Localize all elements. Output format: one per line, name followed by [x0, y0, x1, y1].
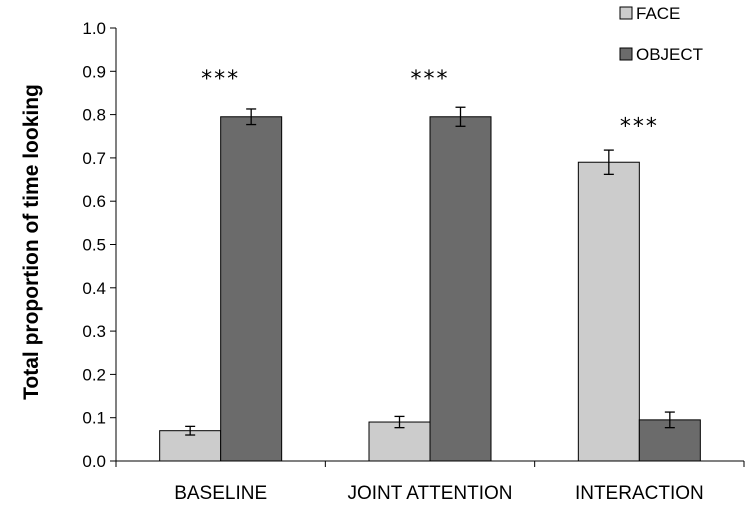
- y-tick-label: 0.0: [82, 452, 106, 471]
- y-tick-label: 0.4: [82, 279, 106, 298]
- significance-marker-joint-attention: ***: [411, 67, 450, 92]
- bars: [159, 116, 701, 462]
- y-axis: 0.0 0.1 0.2 0.3 0.4 0.5 0.6 0.7 0.8 0.9 1.0: [82, 19, 117, 471]
- y-tick-label: 0.3: [82, 322, 106, 341]
- x-tick-label-interaction: INTERACTION: [575, 483, 704, 504]
- y-tick-label: 0.9: [82, 62, 106, 81]
- legend-label-object: OBJECT: [636, 45, 703, 64]
- significance-marker-interaction: ***: [620, 114, 659, 139]
- bar-object-joint-attention: [429, 116, 492, 462]
- bar-face-interaction: [577, 161, 640, 462]
- error-bars: [185, 106, 675, 436]
- legend-swatch-face: [619, 6, 633, 20]
- y-tick-label: 0.8: [82, 106, 106, 125]
- y-tick-label: 0.2: [82, 365, 106, 384]
- y-tick-label: 0.1: [82, 409, 106, 428]
- significance-annotations: *** *** ***: [201, 67, 659, 140]
- legend-label-face: FACE: [636, 4, 680, 23]
- x-tick-label-joint-attention: JOINT ATTENTION: [347, 483, 512, 504]
- bar-object-baseline: [220, 116, 283, 462]
- x-axis: BASELINE JOINT ATTENTION INTERACTION: [115, 460, 745, 504]
- y-tick-label: 0.7: [82, 149, 106, 168]
- y-tick-label: 1.0: [82, 19, 106, 38]
- bar-face-baseline: [159, 430, 222, 462]
- legend: FACE OBJECT: [619, 4, 703, 64]
- legend-swatch-object: [619, 47, 633, 61]
- y-tick-label: 0.5: [82, 236, 106, 255]
- significance-marker-baseline: ***: [201, 67, 240, 92]
- y-tick-label: 0.6: [82, 192, 106, 211]
- x-tick-label-baseline: BASELINE: [174, 483, 267, 504]
- y-axis-label: Total proportion of time looking: [20, 84, 43, 400]
